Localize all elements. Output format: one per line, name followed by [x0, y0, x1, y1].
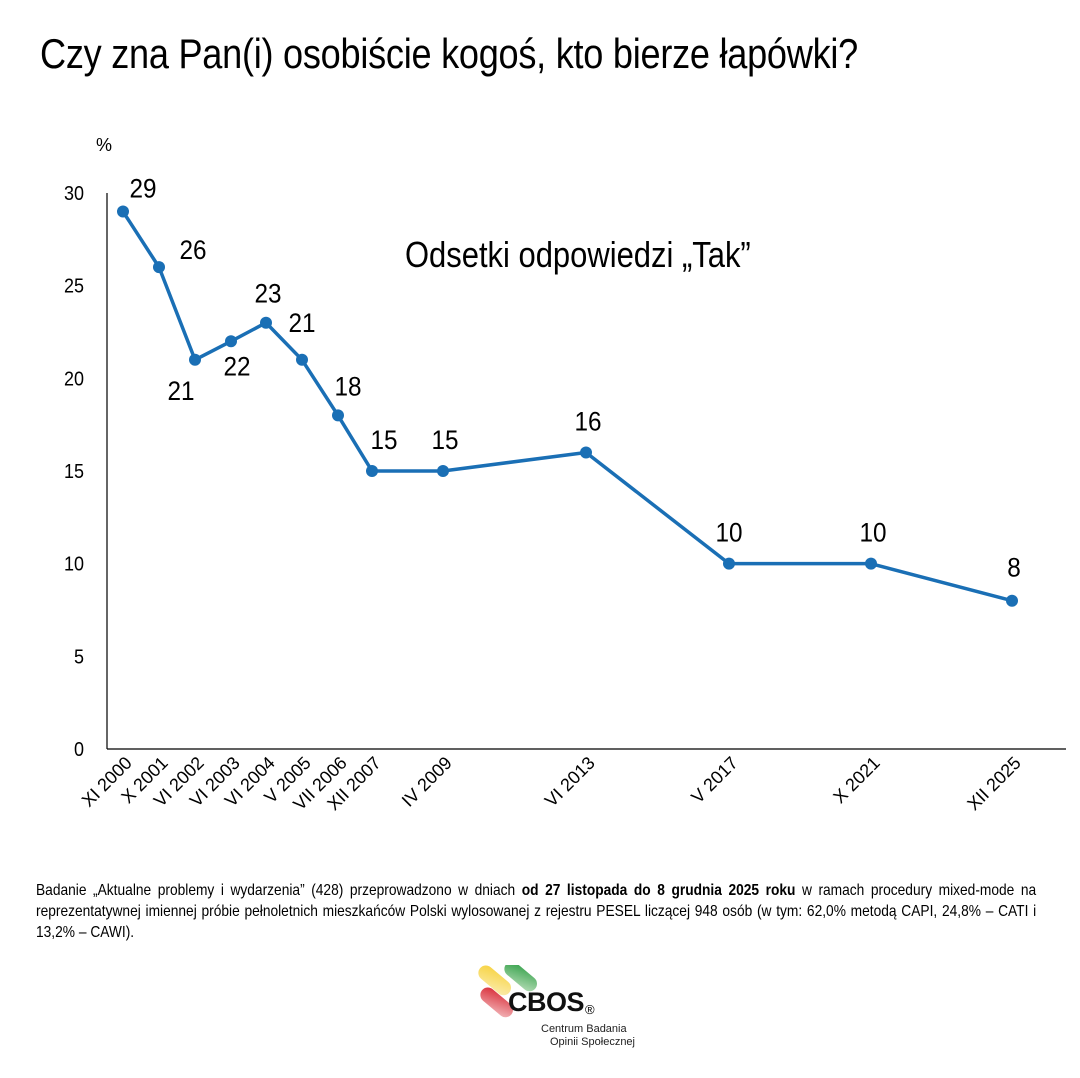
- data-label: 26: [179, 236, 206, 265]
- y-tick-label: 20: [64, 369, 84, 391]
- logo-wordmark: CBOS: [508, 987, 585, 1017]
- line-chart: % 0 5 10 15 20 25 30 Odsetki odpowiedzi „Tak” 29 2…: [64, 135, 1066, 815]
- logo-subtitle-1: Centrum Badania: [541, 1023, 627, 1035]
- data-label: 15: [370, 426, 397, 455]
- registered-mark: ®: [585, 1002, 595, 1017]
- data-label: 8: [1007, 554, 1021, 583]
- data-point: [332, 409, 344, 422]
- data-label: 21: [167, 377, 194, 406]
- data-point: [189, 353, 201, 366]
- data-point: [437, 465, 449, 477]
- y-unit-label: %: [96, 135, 112, 155]
- data-point: [723, 557, 735, 570]
- data-point: [1006, 594, 1018, 607]
- y-tick-label: 15: [64, 461, 84, 483]
- data-point: [117, 205, 129, 218]
- x-tick-label: VI 2013: [541, 753, 599, 811]
- y-tick-label: 25: [64, 276, 84, 298]
- data-point: [260, 316, 272, 329]
- survey-footnote: Badanie „Aktualne problemy i wydarzenia”…: [36, 880, 1036, 943]
- logo-subtitle-2: Opinii Społecznej: [550, 1036, 635, 1048]
- x-tick-label: XII 2025: [963, 753, 1025, 815]
- x-tick-label: IV 2009: [398, 753, 456, 811]
- data-point: [153, 261, 165, 274]
- x-tick-label: X 2021: [829, 753, 883, 807]
- cbos-logo-icon: [478, 965, 537, 1018]
- y-tick-label: 5: [74, 647, 84, 669]
- chart-title: Czy zna Pan(i) osobiście kogoś, kto bier…: [40, 30, 858, 77]
- y-tick-label: 0: [74, 739, 84, 761]
- footnote-text: Badanie „Aktualne problemy i wydarzenia”…: [36, 882, 522, 899]
- data-point: [865, 557, 877, 570]
- data-point: [225, 335, 237, 348]
- data-label: 16: [574, 407, 601, 436]
- data-label: 10: [715, 519, 742, 548]
- y-tick-label: 30: [64, 183, 84, 205]
- data-point: [366, 465, 378, 477]
- data-label: 21: [288, 309, 315, 338]
- data-label: 10: [859, 519, 886, 548]
- footnote-dates: od 27 listopada do 8 grudnia 2025 roku: [521, 882, 796, 899]
- data-label: 18: [334, 372, 361, 401]
- data-label: 29: [129, 174, 156, 203]
- data-point: [580, 446, 592, 459]
- y-tick-label: 10: [64, 554, 84, 576]
- data-label: 15: [431, 426, 458, 455]
- x-tick-label: V 2017: [687, 753, 741, 807]
- chart-subtitle: Odsetki odpowiedzi „Tak”: [405, 236, 751, 276]
- data-label: 23: [254, 280, 281, 309]
- footnote-text-2: w ramach procedury mixed-mode na repreze…: [36, 882, 1037, 941]
- data-point: [296, 353, 308, 366]
- data-label: 22: [223, 352, 250, 381]
